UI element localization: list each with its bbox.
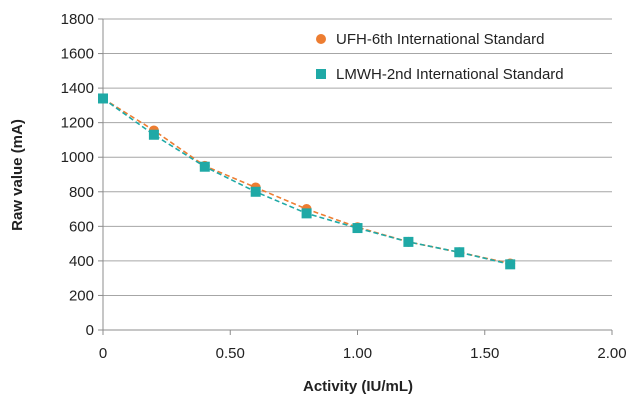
x-tick-label: 0: [99, 345, 107, 362]
data-point-lmwh: [403, 236, 414, 247]
y-tick-label: 1200: [61, 115, 94, 132]
legend-marker-lmwh: [316, 69, 326, 79]
y-tick-label: 1600: [61, 46, 94, 63]
y-axis-title: Raw value (mA): [9, 119, 26, 231]
legend-label-ufh: UFH-6th International Standard: [336, 31, 544, 48]
data-markers: [98, 93, 516, 270]
y-tick-label: 400: [69, 253, 94, 270]
trendline-ufh: [102, 97, 511, 265]
y-tick-label: 800: [69, 184, 94, 201]
x-tick-label: 0.50: [216, 345, 245, 362]
legend: UFH-6th International Standard LMWH-2nd …: [316, 31, 564, 83]
data-point-lmwh: [505, 259, 516, 270]
data-point-lmwh: [148, 129, 159, 140]
gridlines: [103, 18, 612, 296]
x-axis-title: Activity (IU/mL): [303, 378, 413, 395]
data-point-lmwh: [454, 247, 465, 258]
data-point-lmwh: [352, 223, 363, 234]
data-point-lmwh: [301, 208, 312, 219]
y-tick-label: 600: [69, 218, 94, 235]
y-tick-label: 1800: [61, 11, 94, 28]
legend-marker-ufh: [316, 34, 326, 44]
data-point-lmwh: [98, 93, 108, 104]
x-tick-label: 1.00: [343, 345, 372, 362]
trendline-lmwh: [102, 97, 511, 266]
x-tick-label: 1.50: [470, 345, 499, 362]
y-tick-label: 200: [69, 287, 94, 304]
axes: [98, 18, 613, 335]
data-point-lmwh: [199, 161, 210, 172]
tick-labels: 0 200 400 600 800 1000 1200 1400 1600 1800 0 0.50 1.…: [61, 11, 627, 362]
y-tick-label: 1000: [61, 149, 94, 166]
trendlines: [102, 97, 511, 266]
y-tick-label: 1400: [61, 80, 94, 97]
y-tick-label: 0: [86, 322, 94, 339]
legend-label-lmwh: LMWH-2nd International Standard: [336, 66, 564, 83]
data-point-lmwh: [250, 186, 261, 197]
x-tick-label: 2.00: [597, 345, 626, 362]
